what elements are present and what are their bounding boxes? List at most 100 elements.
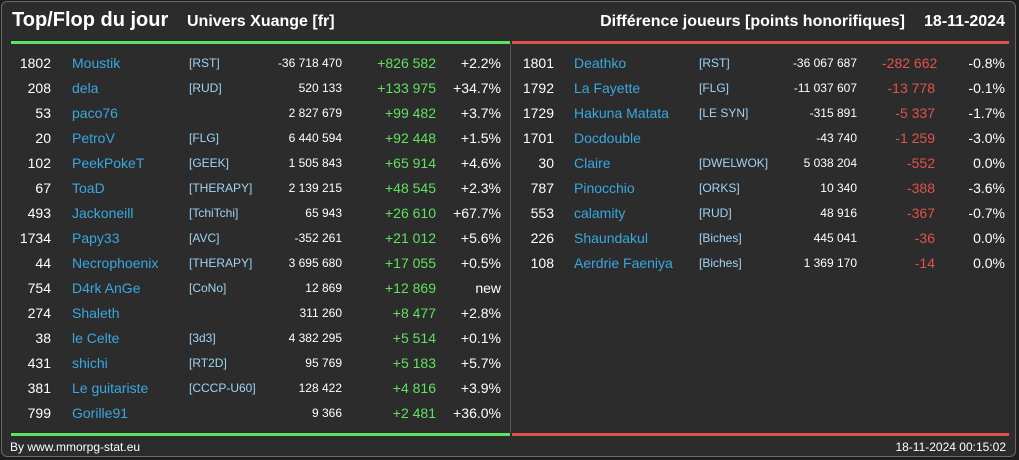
cell-total: 128 422 (298, 381, 342, 395)
cell-guild[interactable]: [TchiTchi] (189, 206, 239, 220)
cell-pct: +0.1% (460, 330, 501, 346)
cell-name[interactable]: Aerdrie Faeniya (574, 255, 673, 271)
divider (510, 44, 511, 433)
cell-name[interactable]: Hakuna Matata (574, 105, 669, 121)
cell-pct: -0.1% (968, 80, 1005, 96)
header: Top/Flop du jour Univers Xuange [fr] Dif… (2, 2, 1015, 42)
table-row: 20 PetroV [FLG] 6 440 594 +92 448 +1.5% (11, 126, 510, 151)
cell-pct: -0.8% (968, 55, 1005, 71)
cell-diff: +2 481 (392, 405, 436, 421)
cell-pct: -1.7% (968, 105, 1005, 121)
cell-name[interactable]: le Celte (72, 330, 120, 346)
cell-name[interactable]: Claire (574, 155, 611, 171)
cell-guild[interactable]: [CoNo] (189, 281, 227, 295)
cell-name[interactable]: PetroV (72, 130, 115, 146)
table-row: 754 D4rk AnGe [CoNo] 12 869 +12 869 new (11, 276, 510, 301)
cell-name[interactable]: Papy33 (72, 230, 120, 246)
cell-name[interactable]: Necrophoenix (72, 255, 159, 271)
cell-guild[interactable]: [RST] (189, 56, 220, 70)
cell-guild[interactable]: [CCCP-U60] (189, 381, 256, 395)
cell-diff: -13 778 (887, 80, 935, 96)
cell-pct: +5.7% (460, 355, 501, 371)
cell-total: 4 382 295 (288, 331, 342, 345)
cell-total: 2 139 215 (288, 181, 342, 195)
table-row: 208 dela [RUD] 520 133 +133 975 +34.7% (11, 76, 510, 101)
cell-rank: 1801 (522, 55, 554, 71)
cell-rank: 44 (35, 255, 51, 271)
cell-guild[interactable]: [FLG] (699, 81, 730, 95)
cell-guild[interactable]: [Biches] (699, 256, 742, 270)
cell-total: -36 067 687 (792, 56, 857, 70)
cell-rank: 754 (27, 280, 51, 296)
cell-rank: 553 (530, 205, 554, 221)
cell-diff: +21 012 (385, 230, 436, 246)
cell-guild[interactable]: [RT2D] (189, 356, 227, 370)
cell-pct: +5.6% (460, 230, 501, 246)
cell-total: 48 916 (820, 206, 857, 220)
cell-name[interactable]: ToaD (72, 180, 105, 196)
cell-rank: 1701 (522, 130, 554, 146)
cell-name[interactable]: La Fayette (574, 80, 641, 96)
cell-pct: -0.7% (968, 205, 1005, 221)
cell-name[interactable]: Shaleth (72, 305, 120, 321)
cell-total: 95 769 (305, 356, 342, 370)
cell-pct: +2.3% (460, 180, 501, 196)
cell-name[interactable]: Moustik (72, 55, 121, 71)
cell-guild[interactable]: [3d3] (189, 331, 216, 345)
cell-total: 1 369 170 (803, 256, 857, 270)
cell-name[interactable]: Jackoneill (72, 205, 134, 221)
cell-name[interactable]: Le guitariste (72, 380, 149, 396)
cell-name[interactable]: PeekPokeT (72, 155, 145, 171)
source-credit: By www.mmorpg-stat.eu (10, 440, 141, 454)
cell-diff: +92 448 (385, 130, 436, 146)
cell-guild[interactable]: [AVC] (189, 231, 220, 245)
cell-rank: 226 (530, 230, 554, 246)
cell-diff: +4 816 (392, 380, 436, 396)
cell-name[interactable]: calamity (574, 205, 626, 221)
cell-pct: +4.6% (460, 155, 501, 171)
cell-guild[interactable]: [THERAPY] (189, 256, 253, 270)
cell-guild[interactable]: [RST] (699, 56, 730, 70)
cell-name[interactable]: Docdouble (574, 130, 641, 146)
cell-pct: +34.7% (453, 80, 501, 96)
cell-rank: 787 (530, 180, 554, 196)
cell-name[interactable]: D4rk AnGe (72, 280, 141, 296)
table-row: 1701 Docdouble -43 740 -1 259 -3.0% (512, 126, 1009, 151)
cell-diff: +8 477 (392, 305, 436, 321)
cell-diff: +48 545 (385, 180, 436, 196)
cell-guild[interactable]: [RUD] (699, 206, 732, 220)
cell-pct: 0.0% (973, 255, 1005, 271)
cell-guild[interactable]: [RUD] (189, 81, 222, 95)
cell-guild[interactable]: [Biches] (699, 231, 742, 245)
cell-pct: 0.0% (973, 155, 1005, 171)
cell-name[interactable]: dela (72, 80, 99, 96)
cell-total: -315 891 (809, 106, 857, 120)
table-row: 553 calamity [RUD] 48 916 -367 -0.7% (512, 201, 1009, 226)
cell-name[interactable]: Deathko (574, 55, 627, 71)
cell-guild[interactable]: [LE SYN] (699, 106, 749, 120)
cell-diff: -14 (914, 255, 935, 271)
cell-name[interactable]: paco76 (72, 105, 118, 121)
cell-guild[interactable]: [FLG] (189, 131, 220, 145)
table-row: 1801 Deathko [RST] -36 067 687 -282 662 -0.8% (512, 51, 1009, 76)
cell-pct: +3.7% (460, 105, 501, 121)
cell-diff: +65 914 (385, 155, 436, 171)
metric-label: Différence joueurs [points honorifiques] (600, 13, 905, 30)
cell-rank: 108 (530, 255, 554, 271)
cell-guild[interactable]: [DWELWOK] (699, 156, 769, 170)
cell-diff: -552 (906, 155, 935, 171)
cell-guild[interactable]: [THERAPY] (189, 181, 253, 195)
cell-name[interactable]: Pinocchio (574, 180, 635, 196)
cell-total: 311 260 (299, 306, 343, 320)
cell-rank: 38 (35, 330, 51, 346)
table-row: 1802 Moustik [RST] -36 718 470 +826 582 +2.2% (11, 51, 510, 76)
table-row: 1729 Hakuna Matata [LE SYN] -315 891 -5 337 -… (512, 101, 1009, 126)
cell-guild[interactable]: [GEEK] (189, 156, 230, 170)
cell-name[interactable]: Gorille91 (72, 405, 129, 421)
cell-guild[interactable]: [ORKS] (699, 181, 740, 195)
cell-name[interactable]: shichi (72, 355, 108, 371)
cell-rank: 1729 (522, 105, 554, 121)
cell-name[interactable]: Shaundakul (574, 230, 648, 246)
cell-total: -352 261 (294, 231, 342, 245)
